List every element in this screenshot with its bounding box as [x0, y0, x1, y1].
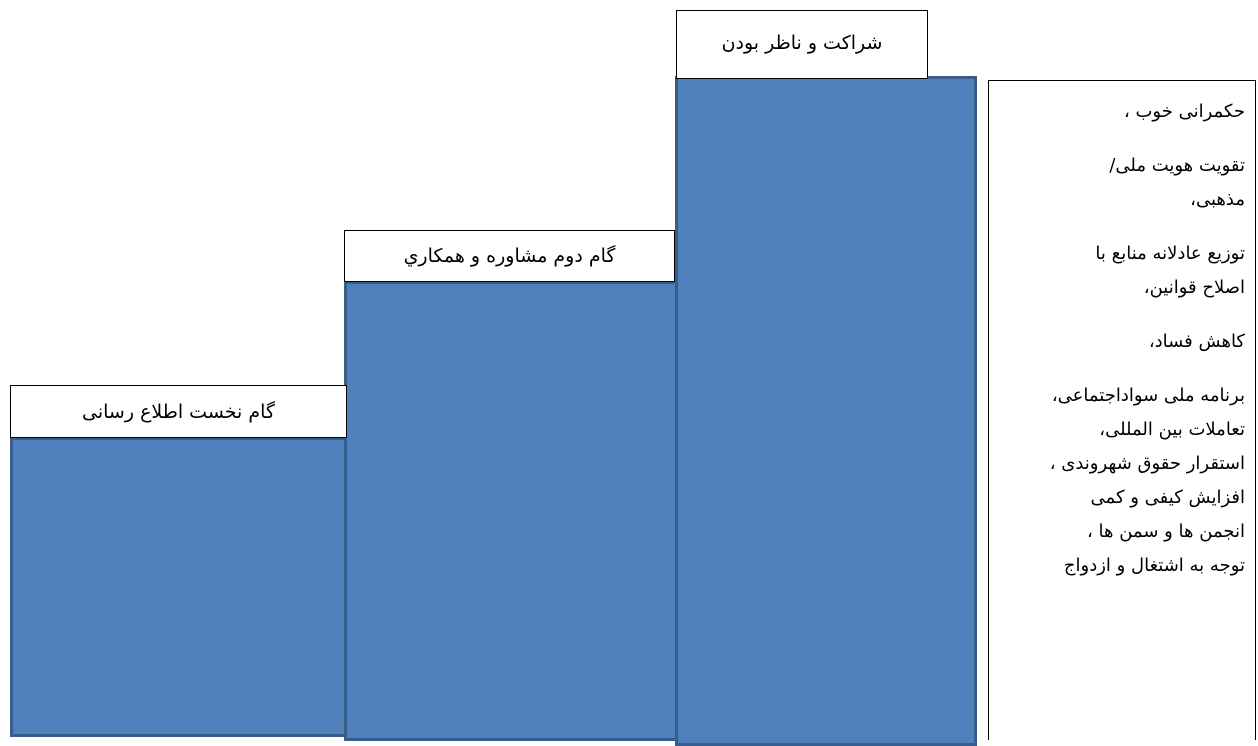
goal-line: استقرار حقوق شهروندی ، [1049, 453, 1245, 474]
goal-line: اصلاح قوانین، [1143, 277, 1245, 298]
goal-line: تقویت هویت ملی/ [1109, 155, 1245, 176]
step-2-label: گام دوم مشاوره و همکاري [344, 230, 675, 282]
goal-line: انجمن ها و سمن ها ، [1087, 521, 1245, 542]
goals-text-box: حکمرانی خوب ، تقویت هویت ملی/ مذهبی، توز… [988, 80, 1256, 740]
goal-line: برنامه ملی سواداجتماعی، [1051, 385, 1245, 406]
goal-line: کاهش فساد، [1148, 331, 1245, 352]
goal-line: افزایش کیفی و کمی [1090, 487, 1245, 508]
goal-line: تعاملات بین المللی، [1099, 419, 1245, 440]
step-1-bar [10, 437, 348, 737]
goal-line: توجه به اشتغال و ازدواج [1063, 555, 1245, 576]
goal-line: توزیع عادلانه منابع با [1095, 243, 1245, 264]
step-3-bar [675, 76, 977, 746]
step-3-label: شراکت و ناظر بودن [676, 10, 928, 79]
step-2-bar [344, 281, 679, 741]
step-1-label: گام نخست اطلاع رسانی [10, 385, 347, 438]
goal-line: مذهبی، [1190, 189, 1245, 210]
goal-line: حکمرانی خوب ، [1123, 101, 1245, 122]
